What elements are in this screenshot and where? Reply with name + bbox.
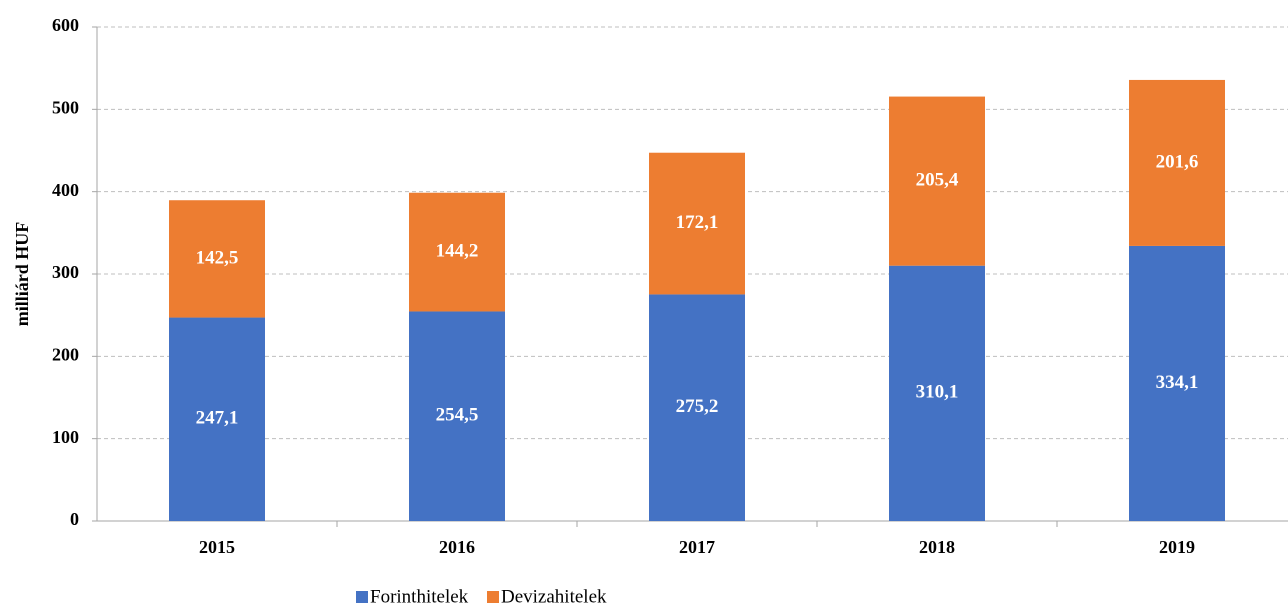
data-label: 275,2 [676,396,719,417]
y-tick-label: 0 [70,509,79,529]
bar-segment [649,294,745,521]
x-tick-label: 2018 [919,537,955,557]
legend-label: Devizahitelek [501,586,607,607]
y-tick-label: 100 [52,427,79,447]
x-tick-label: 2016 [439,537,475,557]
bar-segment [169,317,265,521]
data-label: 334,1 [1156,372,1199,393]
bar-segment [409,192,505,312]
bar-segment [169,200,265,318]
data-label: 247,1 [196,408,239,429]
data-label: 310,1 [916,382,959,403]
y-tick-label: 300 [52,262,79,282]
y-tick-label: 500 [52,97,79,117]
legend-label: Forinthitelek [370,586,469,607]
data-label: 144,2 [436,240,479,261]
y-axis-label: milliárd HUF [12,222,32,327]
bar-segment [1129,245,1225,522]
legend-swatch [356,591,368,603]
x-tick-label: 2015 [199,537,235,557]
data-label: 142,5 [196,247,239,268]
bar-segment [889,96,985,266]
data-label: 172,1 [676,212,719,233]
x-tick-label: 2017 [679,537,715,557]
x-tick-label: 2019 [1159,537,1195,557]
bar-segment [889,265,985,521]
bar-segment [1129,79,1225,246]
bar-segment [649,152,745,295]
legend-swatch [487,591,499,603]
data-label: 201,6 [1156,151,1199,172]
data-label: 205,4 [916,169,959,190]
y-tick-label: 400 [52,180,79,200]
data-label: 254,5 [436,405,479,426]
y-tick-label: 600 [52,15,79,35]
bar-segment [409,311,505,521]
y-tick-label: 200 [52,344,79,364]
